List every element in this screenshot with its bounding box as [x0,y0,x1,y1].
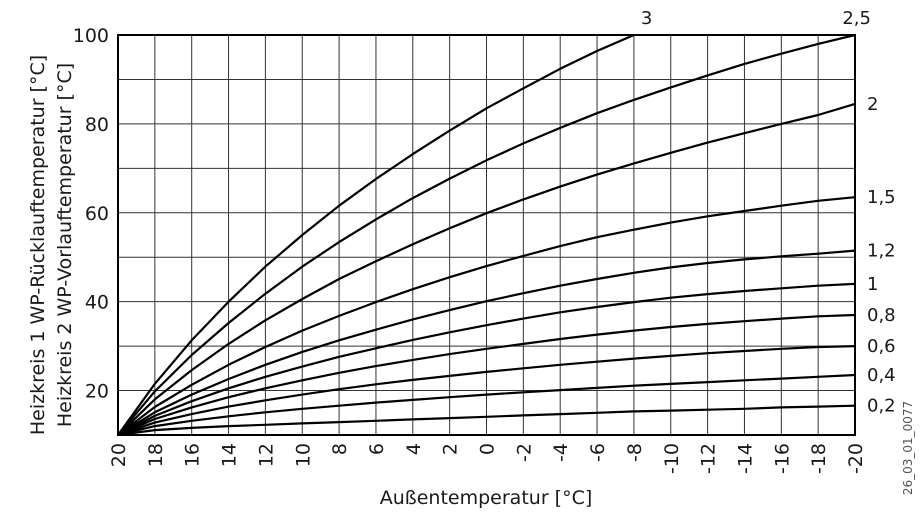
series-line [117,249,856,436]
x-tick-label: 0 [477,443,499,455]
plot-frame [117,34,856,436]
x-tick-label: -18 [808,443,830,474]
series-label: 0,4 [867,365,896,386]
y-tick-label: 60 [85,203,109,225]
series-label: 0,8 [867,305,896,326]
y-tick-labels: 20 40 60 80 100 [73,25,109,403]
series-label: 2 [867,94,878,115]
series-label: 0,2 [867,396,896,417]
x-tick-label: 18 [145,443,167,467]
x-tick-labels: 20 18 16 14 12 10 8 6 4 2 0 -2 -4 -6 -8 -10 -12 -14 -16 -18… [108,443,867,474]
x-tick-label: 20 [108,443,130,467]
x-tick-label: -4 [550,443,572,462]
series-line [117,313,856,437]
x-tick-label: -16 [771,443,793,474]
series-line [117,196,856,436]
x-tick-label: 12 [255,443,277,467]
series-label: 1 [867,274,878,295]
x-tick-label: 2 [440,443,462,455]
x-tick-label: 8 [329,443,351,455]
series-label: 2,5 [842,8,871,29]
x-tick-label: -12 [698,443,720,474]
grid [117,34,856,436]
y-tick-label: 40 [85,292,109,314]
x-tick-label: -14 [734,443,756,474]
series-line [117,373,856,437]
series-lines [117,33,856,437]
x-tick-label: -10 [661,443,683,474]
x-axis-label: Außentemperatur [°C] [380,487,593,509]
x-tick-label: 10 [292,443,314,467]
x-tick-label: -20 [845,443,867,474]
series-label: 1,5 [867,187,896,208]
x-tick-label: 4 [403,443,425,455]
series-line [117,33,856,436]
y-axis-label-line-2: Heizkreis 2 WP-Vorlauftemperatur [°C] [54,63,76,427]
series-line [117,33,635,436]
y-tick-label: 20 [85,381,109,403]
series-line [117,102,856,436]
x-tick-label: -8 [624,443,646,462]
x-tick-label: -2 [513,443,535,462]
image-code: 26_03_01_0077 [901,401,915,495]
series-label: 1,2 [867,241,896,262]
series-line [117,404,856,437]
series-line [117,282,856,436]
x-tick-label: 6 [366,443,388,455]
y-tick-label: 100 [73,25,109,47]
x-tick-label: 14 [219,443,241,467]
series-labels: 0,2 0,4 0,6 0,8 1 1,2 1,5 2 2,5 3 [641,8,896,417]
y-axis-label-line-1: Heizkreis 1 WP-Rücklauftemperatur [°C] [27,55,49,435]
y-tick-label: 80 [85,114,109,136]
x-tick-label: -6 [587,443,609,462]
series-label: 3 [641,8,652,29]
x-tick-label: 16 [182,443,204,467]
series-line [117,345,856,437]
series-label: 0,6 [867,336,896,357]
